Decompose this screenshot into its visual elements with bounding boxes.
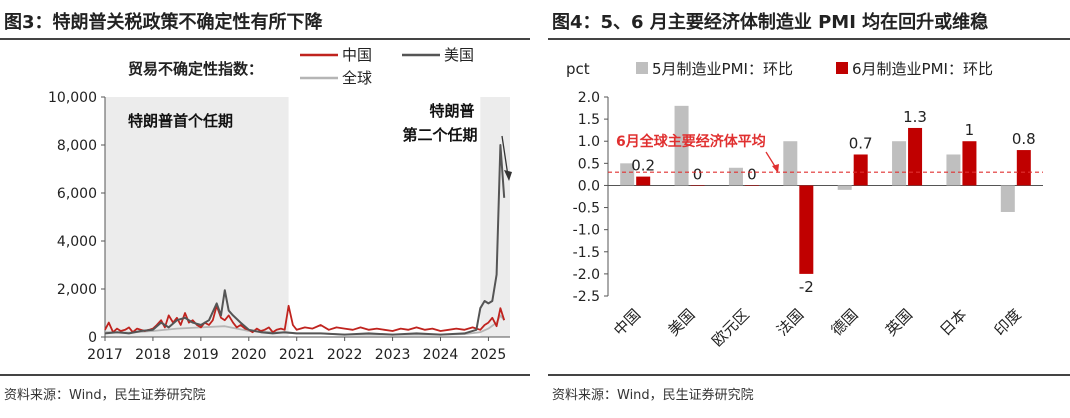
y-tick-label: -2.0	[573, 267, 600, 283]
y-tick-label: -1.5	[573, 245, 600, 261]
y-axis-unit: pct	[566, 60, 590, 78]
data-label: 1.3	[903, 108, 927, 126]
bar-may	[1000, 185, 1015, 212]
right-footer-rule	[548, 374, 1070, 376]
x-tick-label: 2017	[87, 347, 123, 363]
second-term-label-1: 特朗普	[429, 102, 474, 120]
right-panel: 图4：5、6 月主要经济体制造业 PMI 均在回升或维稳 2.0 1.5 1.0 0.…	[548, 0, 1070, 418]
bar-june	[799, 185, 814, 274]
bar-june	[636, 176, 651, 186]
shaded-period-0	[105, 97, 289, 337]
bar-may	[728, 167, 743, 186]
legend-label-global: 全球	[342, 69, 372, 87]
bar-may	[837, 185, 852, 190]
bar-june	[690, 185, 705, 186]
x-tick-label: 2021	[279, 347, 315, 363]
legend-swatch-june	[836, 62, 848, 74]
y-tick-label: -1.0	[573, 223, 600, 239]
category-label: 英国	[882, 306, 916, 340]
y-tick-label: 2,000	[57, 282, 97, 298]
legend-label-june: 6月制造业PMI：环比	[852, 60, 993, 78]
data-label: -2	[799, 278, 814, 296]
y-tick-label: 8,000	[57, 138, 97, 154]
x-tick-label: 2024	[423, 347, 459, 363]
average-arrow-head	[772, 164, 779, 173]
legend-label-may: 5月制造业PMI：环比	[652, 60, 793, 78]
legend-swatch-may	[636, 62, 648, 74]
bar-june	[853, 154, 868, 186]
bar-may	[674, 105, 689, 186]
series-line-us	[104, 144, 506, 336]
x-tick-label: 2019	[183, 347, 219, 363]
category-label: 中国	[610, 306, 644, 340]
y-tick-label: 10,000	[48, 90, 97, 106]
y-tick-label: -2.5	[573, 289, 600, 305]
data-label: 0.7	[849, 134, 873, 152]
bar-may	[620, 163, 635, 186]
data-label: 0.2	[631, 157, 655, 175]
y-tick-label: 4,000	[57, 234, 97, 250]
x-tick-label: 2023	[375, 347, 411, 363]
right-panel-title: 图4：5、6 月主要经济体制造业 PMI 均在回升或维稳	[552, 12, 989, 33]
category-label: 德国	[828, 306, 862, 340]
y-tick-label: 0.5	[578, 156, 600, 172]
y-tick-label: 0	[88, 330, 97, 346]
category-label: 印度	[991, 306, 1025, 340]
bar-june	[908, 127, 923, 186]
data-label: 1	[965, 121, 975, 139]
pmi-bar-chart: 2.0 1.5 1.0 0.5 0.0 -0.5 -1.0 -1.5 -2.0 -2.5 pct 0.…	[566, 60, 1043, 351]
x-tick-label: 2020	[231, 347, 267, 363]
data-label: 0	[693, 165, 703, 183]
y-tick-label: 1.0	[578, 134, 600, 150]
left-panel-title: 图3：特朗普关税政策不确定性有所下降	[4, 12, 323, 33]
series-line-china	[104, 304, 506, 334]
x-tick-label: 2025	[471, 347, 507, 363]
second-term-label-2: 第二个任期	[402, 126, 477, 144]
legend-label-china: 中国	[342, 46, 372, 64]
data-label: 0	[747, 165, 757, 183]
first-term-label: 特朗普首个任期	[128, 112, 233, 130]
y-tick-label: -0.5	[573, 201, 600, 217]
bar-june	[962, 141, 977, 186]
shaded-period-1	[480, 97, 510, 337]
category-label: 欧元区	[708, 306, 753, 351]
trend-arrow-head	[504, 170, 512, 181]
left-source-note: 资料来源：Wind，民生证券研究院	[4, 388, 206, 403]
trade-uncertainty-chart: 0 2,000 4,000 6,000 8,000 10,000 2017 2018 2019 2…	[48, 46, 512, 363]
data-label: 0.8	[1012, 130, 1036, 148]
bar-june	[744, 185, 759, 186]
category-label: 日本	[936, 306, 970, 340]
bar-june	[1016, 150, 1031, 186]
bar-may	[946, 154, 961, 186]
left-title-rule	[0, 38, 530, 40]
chart-title: 贸易不确定性指数：	[128, 60, 263, 78]
left-panel: 图3：特朗普关税政策不确定性有所下降 0 2,000 4,000 6,000 8,000…	[0, 0, 530, 418]
y-tick-label: 6,000	[57, 186, 97, 202]
average-arrow-shaft	[765, 151, 777, 169]
legend-label-us: 美国	[444, 46, 474, 64]
x-tick-label: 2022	[327, 347, 363, 363]
y-tick-label: 2.0	[578, 90, 600, 106]
category-label: 美国	[664, 306, 698, 340]
trend-arrow-shaft	[501, 135, 509, 177]
y-tick-label: 1.5	[578, 112, 600, 128]
bar-may	[892, 141, 907, 186]
left-footer-rule	[0, 374, 530, 376]
right-source-note: 资料来源：Wind，民生证券研究院	[552, 388, 754, 403]
average-label: 6月全球主要经济体平均	[616, 133, 766, 150]
right-title-rule	[548, 38, 1070, 40]
x-tick-label: 2018	[135, 347, 171, 363]
bar-may	[783, 141, 798, 186]
category-label: 法国	[773, 306, 807, 340]
y-tick-label: 0.0	[578, 178, 600, 194]
